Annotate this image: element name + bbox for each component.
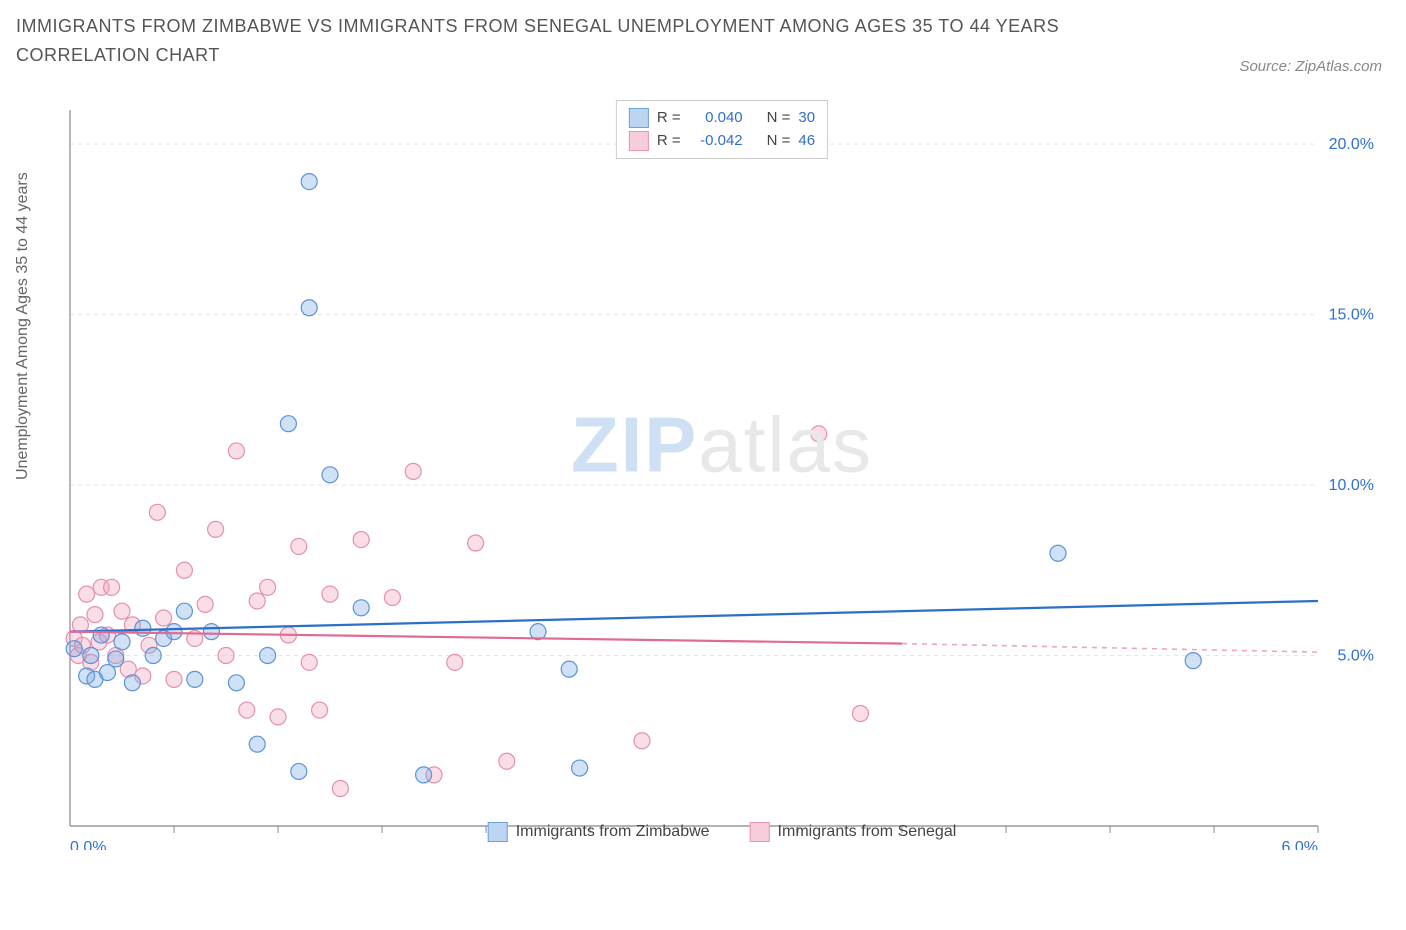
n-value-1: 30 bbox=[798, 107, 815, 130]
r-label-2: R = bbox=[657, 130, 681, 153]
svg-text:15.0%: 15.0% bbox=[1329, 307, 1374, 324]
y-axis-label: Unemployment Among Ages 35 to 44 years bbox=[14, 172, 32, 480]
svg-text:20.0%: 20.0% bbox=[1329, 136, 1374, 153]
swatch-bottom-2 bbox=[750, 822, 770, 842]
svg-text:0.0%: 0.0% bbox=[70, 839, 106, 850]
legend-top-row-2: R = -0.042 N = 46 bbox=[629, 130, 815, 153]
chart-area: R = 0.040 N = 30 R = -0.042 N = 46 0.0% 6… bbox=[62, 100, 1382, 850]
swatch-series-2 bbox=[629, 131, 649, 151]
n-label-2: N = bbox=[767, 130, 791, 153]
source-label: Source: ZipAtlas.com bbox=[1239, 58, 1382, 75]
swatch-series-1 bbox=[629, 108, 649, 128]
legend-top-row-1: R = 0.040 N = 30 bbox=[629, 107, 815, 130]
swatch-bottom-1 bbox=[488, 822, 508, 842]
scatter-plot: 0.0% 6.0% 5.0% 10.0% 15.0% 20.0% bbox=[62, 100, 1382, 850]
n-label-1: N = bbox=[767, 107, 791, 130]
legend-bottom-item-2: Immigrants from Senegal bbox=[750, 822, 957, 842]
r-value-2: -0.042 bbox=[689, 130, 743, 153]
legend-bottom-label-2: Immigrants from Senegal bbox=[778, 823, 957, 841]
r-label-1: R = bbox=[657, 107, 681, 130]
legend-top: R = 0.040 N = 30 R = -0.042 N = 46 bbox=[616, 100, 828, 159]
n-value-2: 46 bbox=[798, 130, 815, 153]
svg-text:6.0%: 6.0% bbox=[1282, 839, 1318, 850]
legend-bottom-label-1: Immigrants from Zimbabwe bbox=[516, 823, 710, 841]
chart-title: IMMIGRANTS FROM ZIMBABWE VS IMMIGRANTS F… bbox=[16, 12, 1116, 70]
legend-bottom: Immigrants from Zimbabwe Immigrants from… bbox=[488, 822, 957, 842]
svg-text:5.0%: 5.0% bbox=[1338, 648, 1374, 665]
legend-bottom-item-1: Immigrants from Zimbabwe bbox=[488, 822, 710, 842]
r-value-1: 0.040 bbox=[689, 107, 743, 130]
svg-text:10.0%: 10.0% bbox=[1329, 477, 1374, 494]
